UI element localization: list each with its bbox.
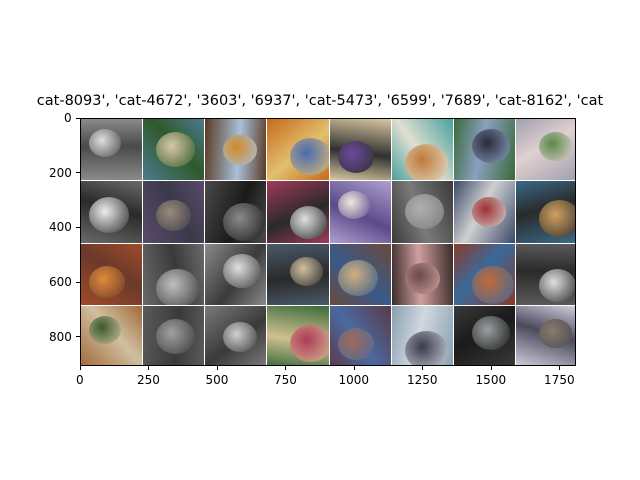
image-axes: [80, 118, 576, 366]
y-tick-mark: [76, 281, 80, 283]
dog-photo-tile: [453, 181, 515, 243]
x-tick-mark: [490, 366, 492, 370]
cat-figure: [156, 318, 196, 354]
cat-photo-tile: [143, 243, 205, 305]
cat-photo-tile: [329, 243, 391, 305]
cat-figure: [471, 315, 510, 350]
x-tick-label: 250: [137, 373, 160, 387]
dog-photo-tile: [391, 119, 453, 181]
dog-figure: [89, 129, 121, 157]
dog-figure: [337, 327, 374, 360]
dog-figure: [404, 262, 440, 294]
dog-photo-tile: [205, 119, 267, 181]
cat-photo-tile: [205, 181, 267, 243]
cat-photo-tile: [391, 181, 453, 243]
dog-photo-tile: [515, 181, 575, 243]
cat-figure: [290, 138, 329, 175]
plot-title: cat-8093', 'cat-4672', '3603', '6937', '…: [36, 93, 604, 109]
dog-photo-tile: [81, 119, 143, 181]
cat-figure: [156, 200, 192, 232]
dog-figure: [156, 132, 196, 167]
cat-figure: [538, 268, 575, 302]
y-tick-mark: [76, 172, 80, 174]
dog-figure: [471, 197, 506, 228]
y-tick-mark: [76, 117, 80, 119]
cat-photo-tile: [453, 305, 515, 365]
cat-photo-tile: [267, 119, 329, 181]
cat-photo-tile: [267, 243, 329, 305]
dog-photo-tile: [267, 305, 329, 365]
cat-photo-tile: [205, 305, 267, 365]
cat-figure: [538, 318, 572, 348]
y-tick-label: 400: [49, 220, 72, 235]
cat-photo-tile: [515, 305, 575, 365]
x-tick-mark: [148, 366, 149, 370]
x-tick-label: 0: [76, 373, 84, 387]
dog-figure: [89, 197, 129, 234]
dog-figure: [538, 132, 572, 161]
cat-figure: [290, 206, 328, 240]
dog-photo-tile: [515, 119, 575, 181]
cat-photo-tile: [515, 243, 575, 305]
dog-photo-tile: [143, 119, 205, 181]
cat-figure: [337, 259, 378, 296]
dog-photo-tile: [453, 119, 515, 181]
x-tick-mark: [79, 366, 81, 370]
dog-figure: [471, 265, 514, 304]
dog-figure: [471, 129, 510, 163]
dog-figure: [223, 253, 262, 288]
y-tick-mark: [76, 226, 80, 228]
cat-figure: [337, 191, 370, 220]
x-tick-label: 1250: [407, 373, 438, 387]
x-tick-label: 1000: [338, 373, 370, 387]
cat-photo-tile: [81, 243, 143, 305]
x-tick-mark: [422, 366, 424, 370]
dog-figure: [404, 330, 448, 365]
dog-figure: [290, 324, 329, 362]
cat-photo-tile: [143, 305, 205, 365]
dog-photo-tile: [391, 305, 453, 365]
cat-figure: [223, 203, 266, 242]
dog-photo-tile: [81, 305, 143, 365]
dog-figure: [404, 144, 448, 181]
x-tick-label: 1500: [475, 373, 507, 387]
dog-figure: [223, 135, 258, 165]
dog-figure: [337, 141, 374, 173]
x-tick-label: 750: [274, 373, 297, 387]
x-tick-mark: [285, 366, 287, 370]
cat-photo-tile: [267, 181, 329, 243]
image-grid: [81, 119, 575, 365]
dog-photo-tile: [453, 243, 515, 305]
y-tick-label: 800: [49, 329, 72, 344]
dog-photo-tile: [205, 243, 267, 305]
x-tick-mark: [216, 366, 218, 370]
cat-photo-tile: [329, 181, 391, 243]
y-tick-label: 200: [49, 165, 72, 180]
dog-figure: [89, 315, 121, 344]
x-tick-label: 1750: [544, 373, 575, 387]
dog-photo-tile: [81, 181, 143, 243]
y-tick-label: 600: [49, 275, 72, 290]
cat-figure: [290, 256, 324, 286]
y-tick-mark: [76, 336, 80, 338]
cat-figure: [223, 321, 258, 352]
dog-photo-tile: [329, 119, 391, 181]
cat-figure: [404, 194, 444, 230]
cat-figure: [89, 265, 125, 298]
cat-photo-tile: [143, 181, 205, 243]
x-tick-mark: [559, 366, 561, 370]
cat-figure: [156, 268, 200, 305]
dog-photo-tile: [329, 305, 391, 365]
x-tick-mark: [353, 366, 355, 370]
x-tick-label: 500: [205, 373, 229, 387]
dog-photo-tile: [391, 243, 453, 305]
y-tick-label: 0: [64, 111, 72, 125]
dog-figure: [538, 200, 575, 238]
